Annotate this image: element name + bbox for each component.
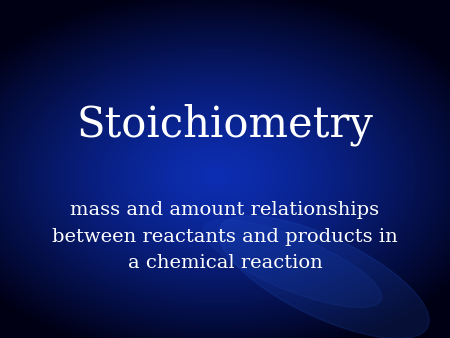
Ellipse shape: [219, 216, 429, 338]
Ellipse shape: [203, 220, 382, 308]
Text: mass and amount relationships
between reactants and products in
a chemical react: mass and amount relationships between re…: [52, 201, 398, 272]
Text: Stoichiometry: Stoichiometry: [76, 104, 373, 146]
